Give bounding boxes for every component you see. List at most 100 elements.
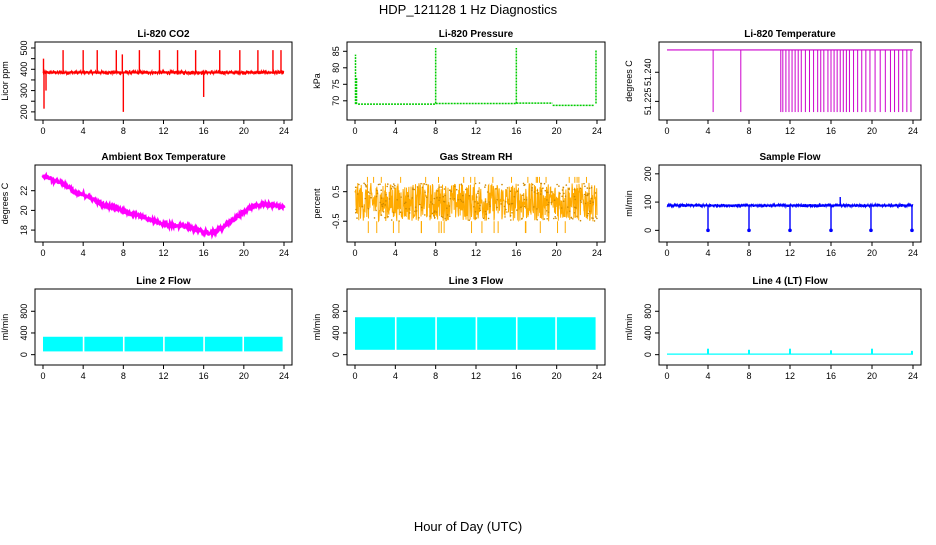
data-point xyxy=(550,191,553,193)
data-point xyxy=(433,210,436,212)
data-point xyxy=(588,210,591,213)
data-point xyxy=(484,210,487,213)
data-point xyxy=(442,195,445,198)
data-point xyxy=(545,191,548,194)
data-point xyxy=(586,187,589,189)
data-point xyxy=(513,195,516,198)
flow-band xyxy=(204,336,243,352)
x-tick-label: 4 xyxy=(81,371,86,381)
data-point xyxy=(573,195,576,198)
x-tick-label: 0 xyxy=(40,126,45,136)
x-tick-label: 0 xyxy=(352,126,357,136)
flow-band xyxy=(164,336,204,352)
data-point xyxy=(478,182,481,184)
data-point xyxy=(384,204,387,206)
data-point xyxy=(501,183,503,186)
x-tick-label: 20 xyxy=(867,126,877,136)
data-point xyxy=(554,216,556,218)
data-point xyxy=(583,182,585,185)
y-tick-label: 51.240 xyxy=(643,58,653,86)
data-point xyxy=(382,211,385,213)
data-point xyxy=(387,183,389,185)
data-point xyxy=(376,189,378,192)
data-point xyxy=(587,212,589,215)
y-tick-label: 70 xyxy=(331,96,341,106)
data-point xyxy=(565,184,568,186)
data-point xyxy=(522,194,524,196)
data-point xyxy=(436,197,438,199)
y-tick-label: 0 xyxy=(331,352,341,357)
data-point xyxy=(370,196,372,199)
data-point xyxy=(547,191,549,194)
x-tick-label: 8 xyxy=(433,371,438,381)
x-tick-label: 16 xyxy=(199,371,209,381)
data-point xyxy=(531,186,533,189)
x-tick-label: 20 xyxy=(867,371,877,381)
y-tick-label: 0 xyxy=(643,352,653,357)
data-point xyxy=(542,187,544,189)
x-tick-label: 20 xyxy=(239,248,249,258)
panel-ylabel: degrees C xyxy=(0,182,10,224)
chart-panel-5: Gas Stream RH percent 0 4 8 12 16 20 24 -0.5 0.5 xyxy=(312,152,606,258)
y-tick-label: 400 xyxy=(331,325,341,340)
x-tick-label: 24 xyxy=(279,371,289,381)
dip-point xyxy=(829,228,833,233)
x-tick-label: 12 xyxy=(785,371,795,381)
panel-data-marks xyxy=(41,171,286,240)
data-point xyxy=(355,211,357,214)
data-point xyxy=(588,187,591,189)
data-point xyxy=(460,183,463,185)
data-point xyxy=(444,194,447,197)
data-point xyxy=(390,187,393,190)
data-point xyxy=(355,208,357,211)
data-point xyxy=(586,194,589,197)
data-point xyxy=(482,217,485,220)
data-point xyxy=(536,208,538,210)
data-point xyxy=(474,182,477,185)
data-point xyxy=(572,218,574,220)
data-point xyxy=(364,183,367,186)
x-tick-label: 4 xyxy=(81,126,86,136)
panel-title: Line 3 Flow xyxy=(449,276,504,287)
chart-panel-1: Li-820 CO2 Licor ppm 0 4 8 12 16 20 24 200 300 400 5… xyxy=(0,29,293,136)
plot-frame xyxy=(658,41,922,121)
data-point xyxy=(590,197,593,200)
data-point xyxy=(465,188,467,191)
panel-ylabel: ml/min xyxy=(312,314,322,341)
x-tick-label: 4 xyxy=(393,248,398,258)
data-point xyxy=(509,214,512,217)
x-tick-label: 16 xyxy=(511,126,521,136)
data-point xyxy=(356,217,358,219)
y-tick-label: 80 xyxy=(331,63,341,73)
data-point xyxy=(523,205,526,208)
data-point xyxy=(434,216,436,219)
chart-panel-7: Line 2 Flow ml/min 0 4 8 12 16 20 24 0 400 800 xyxy=(0,276,293,381)
data-point xyxy=(546,199,548,201)
x-tick-label: 4 xyxy=(393,371,398,381)
data-point xyxy=(531,189,533,192)
panel-title: Line 2 Flow xyxy=(136,276,191,287)
y-tick-label: -0.5 xyxy=(331,213,341,229)
y-tick-label: 75 xyxy=(331,79,341,89)
data-point xyxy=(478,207,481,210)
data-point xyxy=(381,203,383,206)
data-point xyxy=(488,201,491,203)
data-point xyxy=(594,192,597,194)
plot-frame xyxy=(34,288,293,366)
x-tick-label: 12 xyxy=(158,248,168,258)
x-tick-label: 20 xyxy=(867,248,877,258)
data-point xyxy=(536,189,539,192)
x-tick-label: 0 xyxy=(664,371,669,381)
data-point xyxy=(485,213,488,215)
data-point xyxy=(525,199,528,201)
data-point xyxy=(586,215,589,217)
data-point xyxy=(375,209,377,212)
data-point xyxy=(443,188,446,190)
x-tick-label: 20 xyxy=(552,371,562,381)
data-point xyxy=(411,197,414,199)
data-point xyxy=(573,212,576,214)
data-point xyxy=(474,201,476,203)
plot-frame xyxy=(34,164,293,243)
data-point xyxy=(479,209,482,212)
dip-point xyxy=(706,228,710,233)
